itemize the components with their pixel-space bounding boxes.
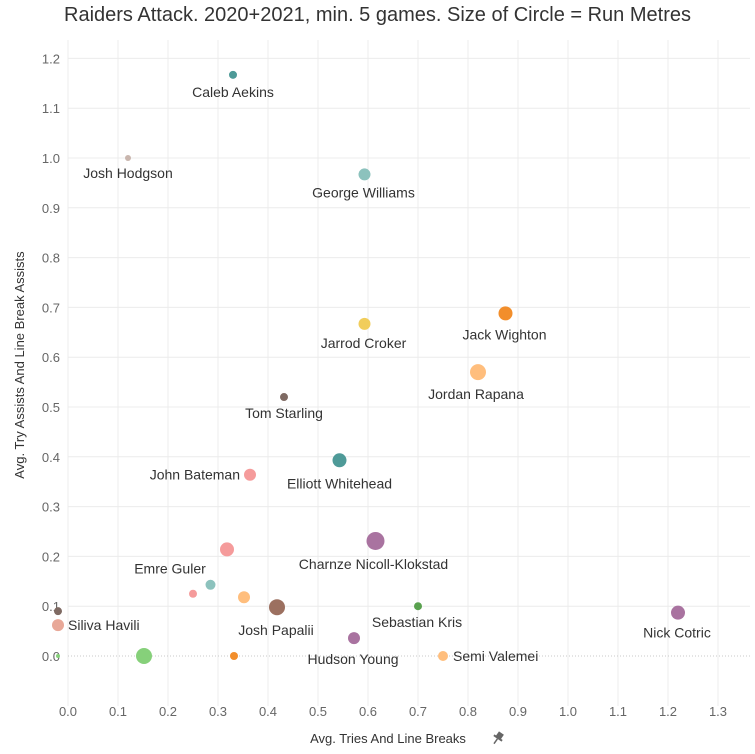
- point-label: Jordan Rapana: [428, 386, 524, 402]
- data-point[interactable]: [229, 70, 237, 79]
- y-tick-label: 1.0: [42, 151, 60, 166]
- data-point[interactable]: [269, 599, 285, 616]
- point-labels: Caleb Aekins Josh Hodgson George Williams J…: [68, 84, 711, 667]
- point-label: Josh Hodgson: [83, 165, 173, 181]
- data-point[interactable]: [332, 453, 347, 468]
- y-tick-label: 1.2: [42, 51, 60, 66]
- data-point[interactable]: [52, 619, 64, 632]
- y-tick-label: 0.9: [42, 201, 60, 216]
- x-tick-label: 1.1: [609, 704, 627, 719]
- point-label: John Bateman: [150, 467, 240, 483]
- axis-ticks: 0.0 0.1 0.2 0.3 0.4 0.5 0.6 0.7 0.8 0.9 1.0 1.1 1.2 1…: [42, 51, 727, 719]
- x-axis-title-text: Avg. Tries And Line Breaks: [310, 731, 466, 746]
- y-tick-label: 0.8: [42, 251, 60, 266]
- data-point[interactable]: [54, 607, 62, 616]
- grid: [67, 40, 750, 706]
- x-tick-label: 0.4: [259, 704, 277, 719]
- point-label: Josh Papalii: [238, 622, 314, 638]
- data-point[interactable]: [414, 602, 422, 611]
- data-point[interactable]: [498, 306, 513, 321]
- data-point[interactable]: [230, 652, 238, 660]
- data-points: [52, 70, 685, 664]
- data-point[interactable]: [238, 591, 250, 604]
- data-point[interactable]: [358, 168, 371, 181]
- data-point[interactable]: [280, 393, 288, 402]
- y-tick-label: 0.0: [42, 649, 60, 664]
- y-tick-label: 0.2: [42, 549, 60, 564]
- x-tick-label: 0.1: [109, 704, 127, 719]
- point-label: Siliva Havili: [68, 617, 140, 633]
- point-label: Hudson Young: [307, 651, 398, 667]
- x-tick-label: 0.9: [509, 704, 527, 719]
- x-tick-label: 0.8: [459, 704, 477, 719]
- data-point[interactable]: [671, 605, 685, 620]
- point-label: George Williams: [312, 184, 415, 200]
- y-tick-label: 0.3: [42, 500, 60, 515]
- point-label: Sebastian Kris: [372, 614, 462, 630]
- x-tick-label: 1.0: [559, 704, 577, 719]
- data-point[interactable]: [244, 468, 256, 481]
- point-label: Jack Wighton: [462, 326, 546, 342]
- x-tick-label: 0.5: [309, 704, 327, 719]
- pin-icon[interactable]: [490, 730, 506, 746]
- point-label: Jarrod Croker: [321, 335, 407, 351]
- x-tick-label: 0.2: [159, 704, 177, 719]
- data-point[interactable]: [125, 155, 131, 161]
- y-axis-title-text: Avg. Try Assists And Line Break Assists: [12, 251, 27, 479]
- point-label: Nick Cotric: [643, 625, 711, 641]
- data-point[interactable]: [189, 589, 197, 598]
- x-tick-label: 0.3: [209, 704, 227, 719]
- x-tick-label: 0.7: [409, 704, 427, 719]
- data-point[interactable]: [136, 648, 152, 664]
- data-point[interactable]: [470, 364, 486, 381]
- data-point[interactable]: [348, 632, 360, 645]
- y-tick-label: 0.5: [42, 400, 60, 415]
- chart-title: Raiders Attack. 2020+2021, min. 5 games.…: [64, 4, 691, 26]
- data-point[interactable]: [220, 542, 234, 557]
- data-point[interactable]: [205, 579, 216, 590]
- point-label: Elliott Whitehead: [287, 475, 392, 491]
- data-point[interactable]: [366, 531, 385, 550]
- y-axis-title: Avg. Try Assists And Line Break Assists: [12, 251, 27, 479]
- y-tick-label: 0.4: [42, 450, 60, 465]
- x-tick-label: 1.3: [709, 704, 727, 719]
- y-tick-label: 0.7: [42, 300, 60, 315]
- x-axis-title: Avg. Tries And Line Breaks: [310, 731, 466, 746]
- x-tick-label: 0.6: [359, 704, 377, 719]
- x-tick-label: 1.2: [659, 704, 677, 719]
- data-point[interactable]: [56, 654, 60, 658]
- x-tick-label: 0.0: [59, 704, 77, 719]
- point-label: Charnze Nicoll-Klokstad: [299, 556, 448, 572]
- data-point[interactable]: [438, 651, 448, 661]
- y-tick-label: 1.1: [42, 101, 60, 116]
- y-tick-label: 0.6: [42, 350, 60, 365]
- point-label: Semi Valemei: [453, 648, 538, 664]
- point-label: Caleb Aekins: [192, 84, 274, 100]
- point-label: Tom Starling: [245, 405, 323, 421]
- point-label: Emre Guler: [134, 560, 206, 576]
- data-point[interactable]: [358, 317, 371, 330]
